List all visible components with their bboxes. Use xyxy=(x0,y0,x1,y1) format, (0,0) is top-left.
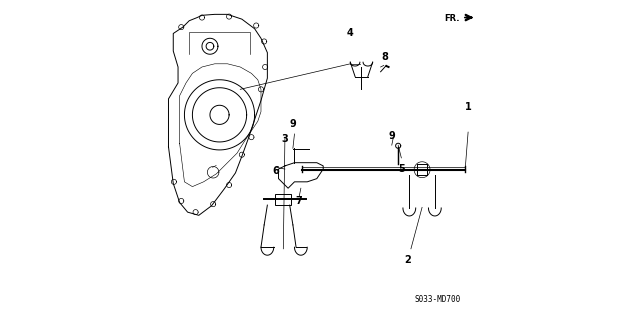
Text: S033-MD700: S033-MD700 xyxy=(415,295,461,304)
Text: 3: 3 xyxy=(281,134,287,144)
Text: 9: 9 xyxy=(289,119,296,130)
Bar xyxy=(275,194,291,205)
Text: 7: 7 xyxy=(295,196,301,206)
Text: 5: 5 xyxy=(398,164,404,174)
Text: 4: 4 xyxy=(346,28,353,39)
Text: 1: 1 xyxy=(465,102,472,112)
Text: 6: 6 xyxy=(273,166,279,176)
Text: 9: 9 xyxy=(388,130,395,141)
Text: FR.: FR. xyxy=(444,14,460,23)
Text: 2: 2 xyxy=(404,255,411,265)
Text: 8: 8 xyxy=(381,52,388,63)
